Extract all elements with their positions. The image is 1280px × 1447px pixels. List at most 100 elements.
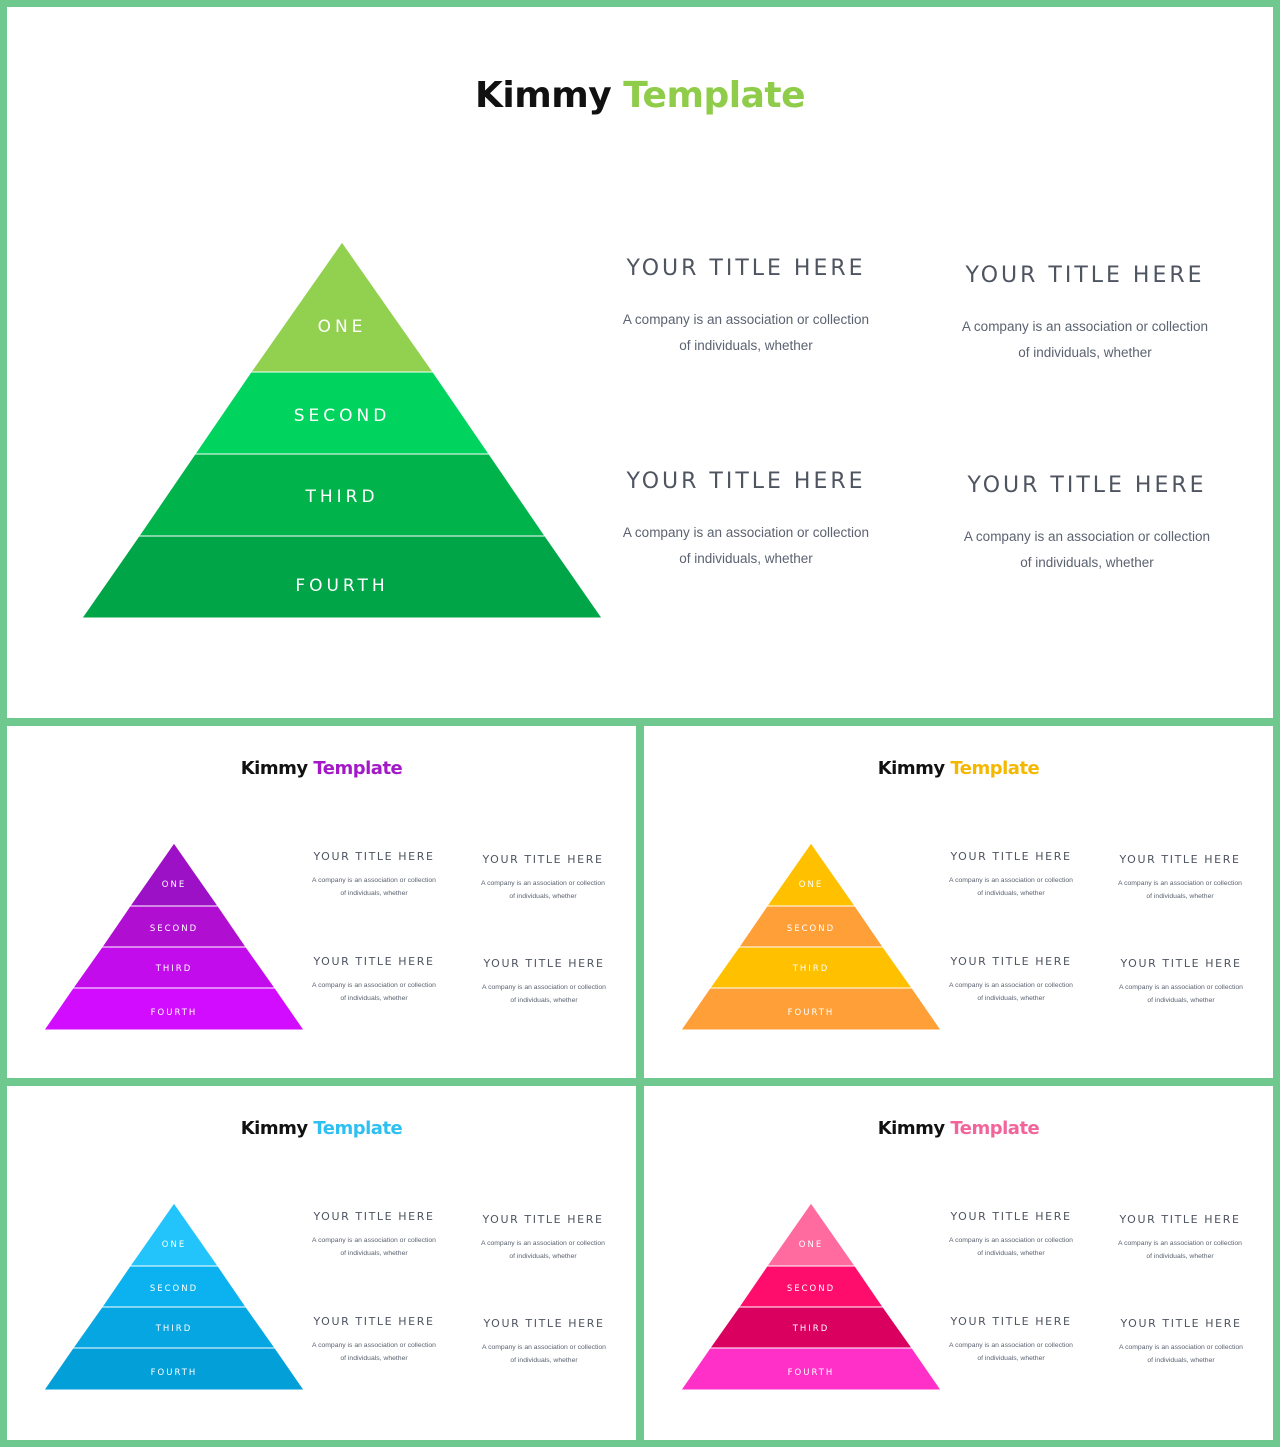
layer-label-third: THIRD bbox=[792, 1324, 830, 1334]
tile-title: YOUR TITLE HERE bbox=[313, 850, 435, 863]
tile-description: A company is an association or collectio… bbox=[963, 529, 1211, 570]
tile-description: A company is an association or collectio… bbox=[1118, 1240, 1242, 1260]
layer-label-one: ONE bbox=[318, 317, 367, 337]
tile-title: YOUR TITLE HERE bbox=[313, 955, 435, 968]
layer-label-fourth: FOURTH bbox=[788, 1368, 835, 1378]
layer-label-third: THIRD bbox=[792, 964, 830, 974]
text-tile: YOUR TITLE HERE A company is an associat… bbox=[1115, 1212, 1245, 1263]
tile-description: A company is an association or collectio… bbox=[1118, 880, 1242, 900]
pyramid-diagram: ONE SECOND THIRD FOURTH bbox=[680, 1202, 942, 1391]
tile-description: A company is an association or collectio… bbox=[312, 982, 436, 1002]
slide-main: Kimmy Template ONE SECOND THIRD FOURTH Y… bbox=[7, 7, 1273, 718]
pyramid-layer-one bbox=[129, 1202, 219, 1267]
text-tile: YOUR TITLE HERE A company is an associat… bbox=[616, 466, 876, 571]
tile-title: YOUR TITLE HERE bbox=[482, 1213, 604, 1226]
text-tile: YOUR TITLE HERE A company is an associat… bbox=[955, 260, 1215, 365]
tile-title: YOUR TITLE HERE bbox=[950, 955, 1072, 968]
text-tile: YOUR TITLE HERE A company is an associat… bbox=[946, 849, 1076, 900]
tile-title: YOUR TITLE HERE bbox=[1120, 1317, 1242, 1330]
layer-label-second: SECOND bbox=[294, 406, 391, 426]
heading-second: Template bbox=[313, 758, 403, 779]
text-tile: YOUR TITLE HERE A company is an associat… bbox=[1116, 1316, 1246, 1367]
text-tile: YOUR TITLE HERE A company is an associat… bbox=[309, 954, 439, 1005]
text-tile: YOUR TITLE HERE A company is an associat… bbox=[946, 1209, 1076, 1260]
tile-title: YOUR TITLE HERE bbox=[967, 473, 1207, 498]
tile-description: A company is an association or collectio… bbox=[312, 1237, 436, 1257]
tile-title: YOUR TITLE HERE bbox=[950, 850, 1072, 863]
heading-second: Template bbox=[623, 75, 805, 116]
text-tile: YOUR TITLE HERE A company is an associat… bbox=[309, 1314, 439, 1365]
pyramid-layer-one bbox=[250, 241, 434, 373]
pyramid-layer-one bbox=[766, 842, 856, 907]
tile-description: A company is an association or collectio… bbox=[1119, 984, 1243, 1004]
heading-second: Template bbox=[950, 758, 1040, 779]
tile-description: A company is an association or collectio… bbox=[949, 1237, 1073, 1257]
layer-label-fourth: FOURTH bbox=[295, 576, 388, 596]
layer-label-second: SECOND bbox=[787, 924, 835, 934]
tile-description: A company is an association or collectio… bbox=[312, 1342, 436, 1362]
tile-title: YOUR TITLE HERE bbox=[1120, 957, 1242, 970]
layer-label-fourth: FOURTH bbox=[151, 1368, 198, 1378]
heading-first: Kimmy bbox=[474, 75, 612, 116]
tile-title: YOUR TITLE HERE bbox=[950, 1210, 1072, 1223]
layer-label-one: ONE bbox=[162, 880, 186, 890]
tile-description: A company is an association or collectio… bbox=[312, 877, 436, 897]
heading-first: Kimmy bbox=[240, 1118, 308, 1139]
layer-label-one: ONE bbox=[799, 1240, 823, 1250]
pyramid-diagram: ONE SECOND THIRD FOURTH bbox=[680, 842, 942, 1031]
layer-label-second: SECOND bbox=[150, 1284, 198, 1294]
pyramid-layer-fourth bbox=[680, 987, 942, 1031]
text-tile: YOUR TITLE HERE A company is an associat… bbox=[479, 1316, 609, 1367]
layer-label-one: ONE bbox=[162, 1240, 186, 1250]
tile-description: A company is an association or collectio… bbox=[949, 877, 1073, 897]
tile-title: YOUR TITLE HERE bbox=[482, 853, 604, 866]
layer-label-third: THIRD bbox=[155, 1324, 193, 1334]
pyramid-layer-fourth bbox=[680, 1347, 942, 1391]
tile-title: YOUR TITLE HERE bbox=[626, 469, 866, 494]
pyramid-layer-one bbox=[766, 1202, 856, 1267]
tile-description: A company is an association or collectio… bbox=[949, 982, 1073, 1002]
tile-title: YOUR TITLE HERE bbox=[965, 263, 1205, 288]
layer-label-third: THIRD bbox=[304, 487, 378, 507]
pyramid-diagram: ONE SECOND THIRD FOURTH bbox=[43, 1202, 305, 1391]
text-tile: YOUR TITLE HERE A company is an associat… bbox=[309, 849, 439, 900]
text-tile: YOUR TITLE HERE A company is an associat… bbox=[1116, 956, 1246, 1007]
text-tile: YOUR TITLE HERE A company is an associat… bbox=[957, 470, 1217, 575]
tile-description: A company is an association or collectio… bbox=[482, 1344, 606, 1364]
tile-title: YOUR TITLE HERE bbox=[313, 1315, 435, 1328]
tile-description: A company is an association or collectio… bbox=[622, 312, 870, 353]
text-tile: YOUR TITLE HERE A company is an associat… bbox=[478, 1212, 608, 1263]
layer-label-third: THIRD bbox=[155, 964, 193, 974]
layer-label-second: SECOND bbox=[150, 924, 198, 934]
pyramid-layer-fourth bbox=[43, 987, 305, 1031]
pyramid-diagram: ONE SECOND THIRD FOURTH bbox=[81, 241, 603, 619]
heading-first: Kimmy bbox=[877, 758, 945, 779]
heading-second: Template bbox=[313, 1118, 403, 1139]
tile-description: A company is an association or collectio… bbox=[622, 525, 870, 566]
slide-orange: Kimmy Template ONE SECOND THIRD FOURTH Y… bbox=[644, 726, 1273, 1078]
pyramid-layer-one bbox=[129, 842, 219, 907]
tile-title: YOUR TITLE HERE bbox=[483, 957, 605, 970]
tile-title: YOUR TITLE HERE bbox=[1119, 1213, 1241, 1226]
layer-label-fourth: FOURTH bbox=[151, 1008, 198, 1018]
text-tile: YOUR TITLE HERE A company is an associat… bbox=[478, 852, 608, 903]
tile-title: YOUR TITLE HERE bbox=[626, 256, 866, 281]
tile-description: A company is an association or collectio… bbox=[482, 984, 606, 1004]
text-tile: YOUR TITLE HERE A company is an associat… bbox=[946, 954, 1076, 1005]
slide-heading: Kimmy Template bbox=[644, 1118, 1273, 1139]
text-tile: YOUR TITLE HERE A company is an associat… bbox=[1115, 852, 1245, 903]
text-tile: YOUR TITLE HERE A company is an associat… bbox=[946, 1314, 1076, 1365]
pyramid-diagram: ONE SECOND THIRD FOURTH bbox=[43, 842, 305, 1031]
tile-title: YOUR TITLE HERE bbox=[950, 1315, 1072, 1328]
pyramid-layer-fourth bbox=[43, 1347, 305, 1391]
slide-blue: Kimmy Template ONE SECOND THIRD FOURTH Y… bbox=[7, 1086, 636, 1440]
slide-heading: Kimmy Template bbox=[7, 758, 636, 779]
tile-title: YOUR TITLE HERE bbox=[1119, 853, 1241, 866]
tile-title: YOUR TITLE HERE bbox=[313, 1210, 435, 1223]
slide-pink: Kimmy Template ONE SECOND THIRD FOURTH Y… bbox=[644, 1086, 1273, 1440]
heading-first: Kimmy bbox=[240, 758, 308, 779]
layer-label-fourth: FOURTH bbox=[788, 1008, 835, 1018]
heading-second: Template bbox=[950, 1118, 1040, 1139]
slide-heading: Kimmy Template bbox=[7, 75, 1273, 116]
tile-description: A company is an association or collectio… bbox=[481, 880, 605, 900]
